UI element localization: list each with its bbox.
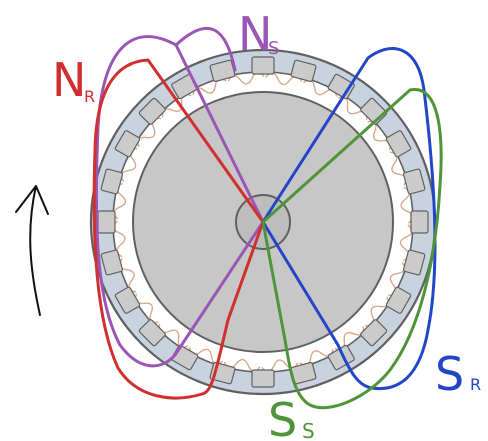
stator-teeth <box>97 56 429 388</box>
label-north-rotor-main: N <box>52 53 86 107</box>
stator-tooth <box>290 59 317 83</box>
south-stator-loop <box>261 88 443 410</box>
stator-tooth <box>327 73 355 100</box>
label-south-rotor: S R <box>435 347 481 401</box>
stator-tooth <box>114 130 141 158</box>
stator-tooth <box>251 369 275 388</box>
label-north-stator-sub: S <box>268 38 279 59</box>
stator-tooth <box>114 286 141 314</box>
rotation-arrow-icon <box>15 185 49 316</box>
stator-tooth <box>251 56 275 75</box>
stator-tooth <box>385 286 412 314</box>
south-rotor-loop <box>261 47 437 391</box>
stator-tooth <box>138 319 166 347</box>
label-north-rotor: N R <box>52 53 95 107</box>
stator-tooth <box>410 210 429 234</box>
label-south-stator-sub: S <box>302 419 315 441</box>
stator-tooth <box>327 344 355 371</box>
label-south-rotor-main: S <box>435 347 464 401</box>
stator-tooth <box>385 130 412 158</box>
stator-tooth <box>100 168 124 195</box>
stator-tooth <box>402 168 426 195</box>
label-north-stator: N S <box>238 7 279 61</box>
north-stator-loop-top <box>174 26 237 72</box>
stator-tooth <box>100 249 124 276</box>
stator-tooth <box>402 249 426 276</box>
label-south-rotor-sub: R <box>470 375 481 394</box>
stator-tooth <box>138 97 166 125</box>
north-stator-loop <box>94 35 265 368</box>
north-rotor-loop <box>92 58 265 400</box>
stator-tooth <box>360 319 388 347</box>
label-north-stator-main: N <box>238 7 272 61</box>
label-north-rotor-sub: R <box>84 87 95 106</box>
stator-tooth <box>97 210 116 234</box>
label-south-stator: S S <box>268 393 315 441</box>
label-south-stator-main: S <box>268 393 297 441</box>
